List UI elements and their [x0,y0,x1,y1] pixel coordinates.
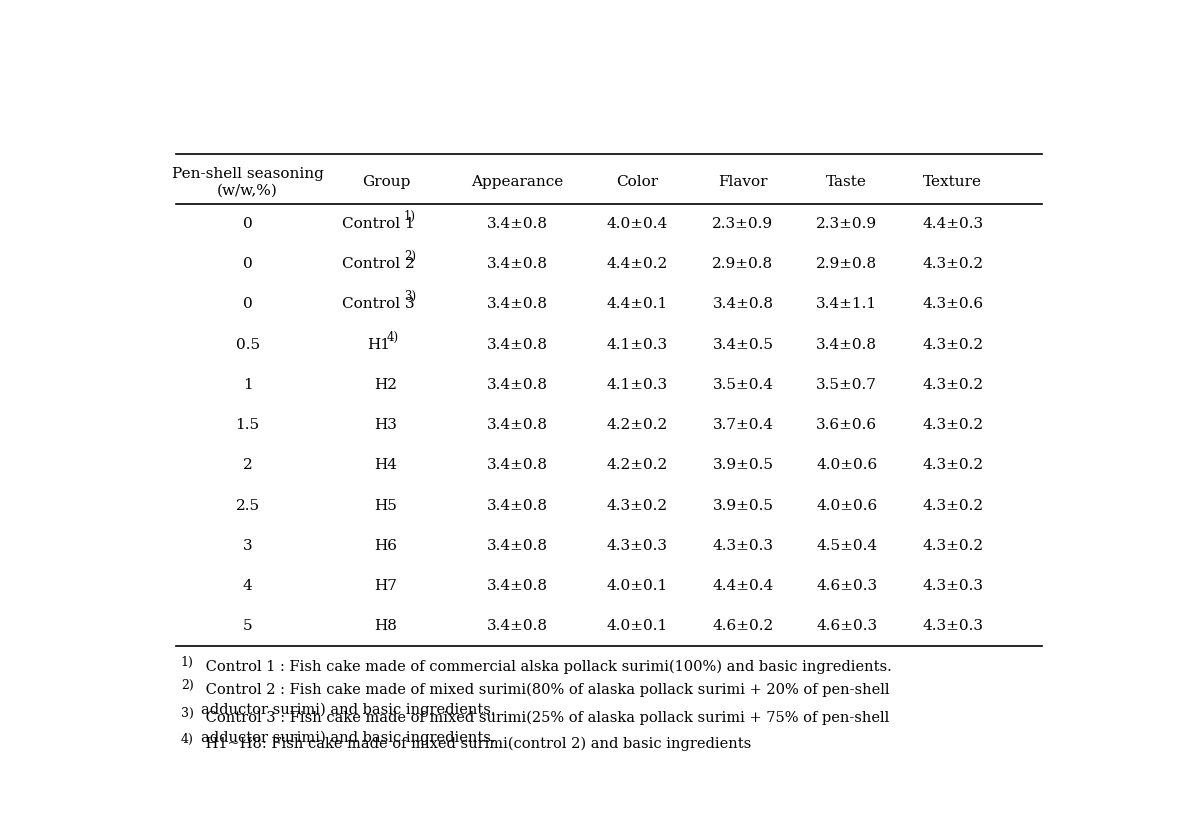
Text: H3: H3 [375,418,397,432]
Text: 0: 0 [243,257,252,272]
Text: H1: H1 [367,337,390,352]
Text: 3.4±0.8: 3.4±0.8 [816,337,877,352]
Text: H2: H2 [375,378,397,392]
Text: 1: 1 [243,378,252,392]
Text: Control 3: Control 3 [342,297,415,312]
Text: 3): 3) [404,290,416,303]
Text: H7: H7 [375,579,397,593]
Text: 4.3±0.2: 4.3±0.2 [606,499,667,512]
Text: 3.4±0.8: 3.4±0.8 [712,297,774,312]
Text: Texture: Texture [923,175,982,189]
Text: 2: 2 [243,458,252,472]
Text: H5: H5 [375,499,397,512]
Text: 3.4±0.8: 3.4±0.8 [486,217,548,231]
Text: 3.4±0.8: 3.4±0.8 [486,579,548,593]
Text: 4: 4 [243,579,252,593]
Text: Control 2: Control 2 [342,257,415,272]
Text: 3.9±0.5: 3.9±0.5 [712,499,774,512]
Text: 4.4±0.2: 4.4±0.2 [606,257,668,272]
Text: Control 2 : Fish cake made of mixed surimi(80% of alaska pollack surimi + 20% of: Control 2 : Fish cake made of mixed suri… [201,682,889,717]
Text: 4.3±0.3: 4.3±0.3 [923,619,983,633]
Text: 2): 2) [404,250,416,263]
Text: 1): 1) [404,210,416,222]
Text: 4.3±0.3: 4.3±0.3 [606,539,667,553]
Text: Color: Color [616,175,658,189]
Text: 3.5±0.7: 3.5±0.7 [816,378,877,392]
Text: 5: 5 [243,619,252,633]
Text: 1): 1) [181,656,194,669]
Text: 0: 0 [243,297,252,312]
Text: H1~H8: Fish cake made of mixed surimi(control 2) and basic ingredients: H1~H8: Fish cake made of mixed surimi(co… [201,736,751,751]
Text: 3.4±0.8: 3.4±0.8 [486,619,548,633]
Text: 4.6±0.2: 4.6±0.2 [712,619,774,633]
Text: 4): 4) [181,733,194,746]
Text: 4.3±0.3: 4.3±0.3 [712,539,774,553]
Text: 2): 2) [181,679,194,692]
Text: 3.4±0.5: 3.4±0.5 [712,337,774,352]
Text: 4.0±0.1: 4.0±0.1 [606,579,668,593]
Text: 4.3±0.2: 4.3±0.2 [921,337,983,352]
Text: Control 3 : Fish cake made of mixed surimi(25% of alaska pollack surimi + 75% of: Control 3 : Fish cake made of mixed suri… [201,711,889,745]
Text: 3.4±0.8: 3.4±0.8 [486,458,548,472]
Text: 4.0±0.1: 4.0±0.1 [606,619,668,633]
Text: 3: 3 [243,539,252,553]
Text: 4.2±0.2: 4.2±0.2 [606,458,668,472]
Text: Group: Group [361,175,410,189]
Text: 0: 0 [243,217,252,231]
Text: 3.6±0.6: 3.6±0.6 [816,418,877,432]
Text: 3.4±0.8: 3.4±0.8 [486,337,548,352]
Text: 3.4±0.8: 3.4±0.8 [486,418,548,432]
Text: 4): 4) [386,331,398,343]
Text: 2.9±0.8: 2.9±0.8 [712,257,774,272]
Text: 4.2±0.2: 4.2±0.2 [606,418,668,432]
Text: 3): 3) [181,707,194,721]
Text: 4.3±0.2: 4.3±0.2 [921,418,983,432]
Text: 3.9±0.5: 3.9±0.5 [712,458,774,472]
Text: 3.7±0.4: 3.7±0.4 [712,418,774,432]
Text: Control 1: Control 1 [342,217,415,231]
Text: 4.1±0.3: 4.1±0.3 [606,378,667,392]
Text: 3.4±0.8: 3.4±0.8 [486,297,548,312]
Text: 4.4±0.1: 4.4±0.1 [606,297,668,312]
Text: 3.5±0.4: 3.5±0.4 [712,378,774,392]
Text: 4.3±0.2: 4.3±0.2 [921,257,983,272]
Text: 3.4±0.8: 3.4±0.8 [486,539,548,553]
Text: Pen-shell seasoning
(w/w,%): Pen-shell seasoning (w/w,%) [171,167,323,197]
Text: 4.3±0.3: 4.3±0.3 [923,579,983,593]
Text: 4.6±0.3: 4.6±0.3 [816,619,877,633]
Text: 4.6±0.3: 4.6±0.3 [816,579,877,593]
Text: 2.3±0.9: 2.3±0.9 [712,217,774,231]
Text: H8: H8 [375,619,397,633]
Text: Flavor: Flavor [718,175,768,189]
Text: Taste: Taste [826,175,867,189]
Text: 4.3±0.2: 4.3±0.2 [921,499,983,512]
Text: 4.3±0.2: 4.3±0.2 [921,458,983,472]
Text: 4.3±0.6: 4.3±0.6 [921,297,983,312]
Text: 3.4±0.8: 3.4±0.8 [486,378,548,392]
Text: 4.5±0.4: 4.5±0.4 [816,539,877,553]
Text: 3.4±0.8: 3.4±0.8 [486,499,548,512]
Text: 4.4±0.3: 4.4±0.3 [921,217,983,231]
Text: 4.0±0.6: 4.0±0.6 [816,458,877,472]
Text: H6: H6 [375,539,397,553]
Text: 0.5: 0.5 [235,337,259,352]
Text: 2.3±0.9: 2.3±0.9 [816,217,877,231]
Text: 4.0±0.6: 4.0±0.6 [816,499,877,512]
Text: 2.5: 2.5 [235,499,259,512]
Text: Control 1 : Fish cake made of commercial alska pollack surimi(100%) and basic in: Control 1 : Fish cake made of commercial… [201,659,892,674]
Text: 3.4±0.8: 3.4±0.8 [486,257,548,272]
Text: 4.0±0.4: 4.0±0.4 [606,217,668,231]
Text: 4.1±0.3: 4.1±0.3 [606,337,667,352]
Text: Appearance: Appearance [471,175,564,189]
Text: 4.3±0.2: 4.3±0.2 [921,378,983,392]
Text: 4.3±0.2: 4.3±0.2 [921,539,983,553]
Text: 1.5: 1.5 [235,418,259,432]
Text: 3.4±1.1: 3.4±1.1 [816,297,877,312]
Text: 4.4±0.4: 4.4±0.4 [712,579,774,593]
Text: H4: H4 [375,458,397,472]
Text: 2.9±0.8: 2.9±0.8 [816,257,877,272]
